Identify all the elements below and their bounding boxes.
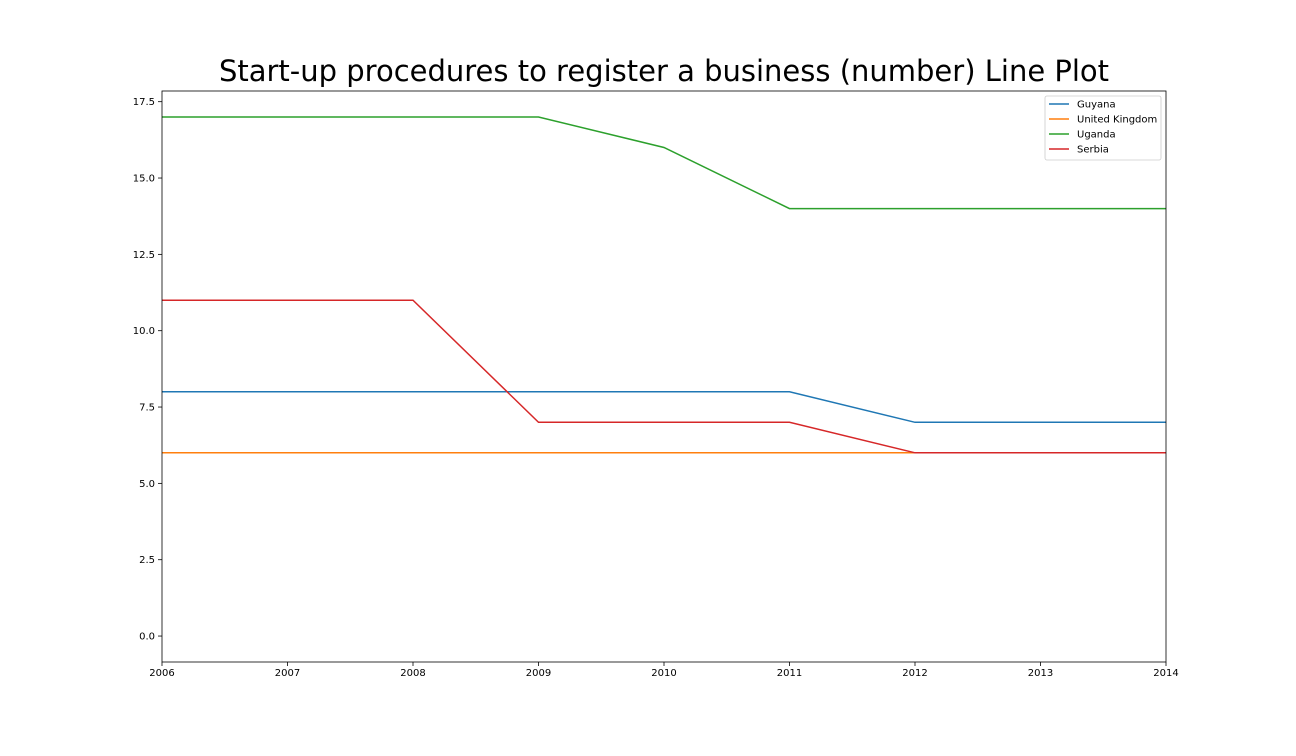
y-tick-label: 17.5 xyxy=(133,97,155,108)
x-tick-label: 2011 xyxy=(777,668,802,679)
x-tick-label: 2010 xyxy=(651,668,676,679)
chart-title: Start-up procedures to register a busine… xyxy=(218,54,1110,88)
series-line-uganda xyxy=(162,116,1166,210)
y-tick-label: 7.5 xyxy=(139,403,155,414)
legend-label: Uganda xyxy=(1077,130,1116,141)
legend-label: Serbia xyxy=(1077,145,1109,156)
x-tick-label: 2007 xyxy=(275,668,300,679)
x-tick-label: 2012 xyxy=(902,668,927,679)
series-line-guyana xyxy=(162,391,1166,424)
legend-label: Guyana xyxy=(1077,100,1116,111)
y-tick-label: 5.0 xyxy=(139,479,155,490)
x-tick-label: 2006 xyxy=(149,668,174,679)
x-tick-label: 2014 xyxy=(1153,668,1178,679)
legend-label: United Kingdom xyxy=(1077,115,1157,126)
y-tick-label: 10.0 xyxy=(133,326,155,337)
legend-box xyxy=(1044,95,1162,161)
axes-frame xyxy=(161,90,1167,663)
y-tick-label: 15.0 xyxy=(133,174,155,185)
y-tick-label: 2.5 xyxy=(139,555,155,566)
x-tick-label: 2013 xyxy=(1028,668,1053,679)
y-tick-label: 0.0 xyxy=(139,632,155,643)
x-tick-label: 2009 xyxy=(526,668,551,679)
series-line-serbia xyxy=(162,299,1166,454)
x-tick-label: 2008 xyxy=(400,668,425,679)
y-tick-label: 12.5 xyxy=(133,250,155,261)
